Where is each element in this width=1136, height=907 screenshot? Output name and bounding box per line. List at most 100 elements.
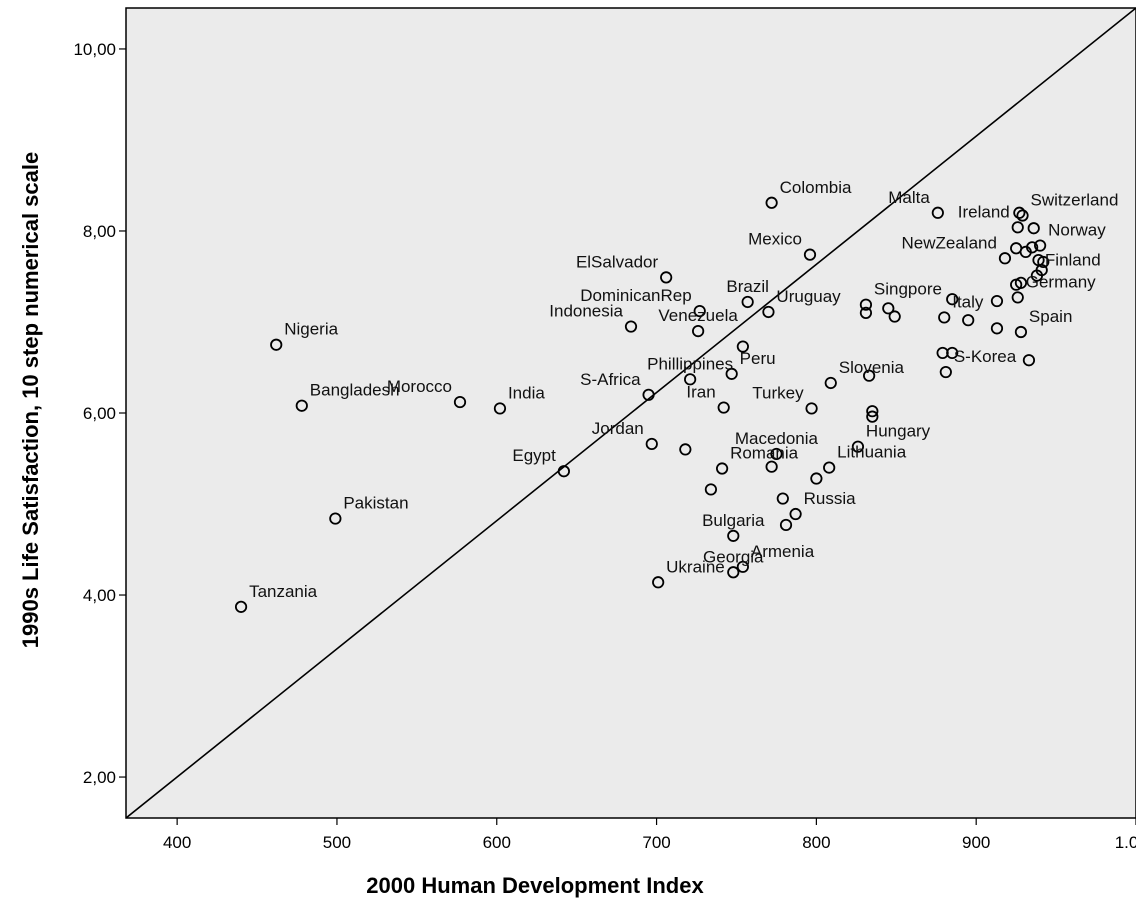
data-point (998, 252, 1012, 265)
data-point (962, 314, 975, 327)
data-point (859, 298, 873, 311)
data-point (762, 305, 775, 319)
point-label: Colombia (780, 178, 852, 197)
data-point (946, 293, 959, 306)
data-point (939, 365, 952, 379)
point-label: ElSalvador (576, 252, 659, 271)
point-label: Iran (686, 383, 715, 402)
data-point (727, 566, 740, 579)
point-label: Pakistan (343, 494, 408, 513)
point-label: Malta (888, 188, 930, 207)
data-point (715, 462, 729, 475)
data-point (453, 395, 467, 409)
data-point (736, 560, 749, 573)
data-point (642, 388, 655, 401)
data-point (823, 461, 836, 474)
y-tick-label: 2,00 (83, 768, 116, 787)
point-label: DominicanRep (580, 286, 692, 305)
point-label: Slovenia (839, 358, 905, 377)
y-tick-label: 4,00 (83, 586, 116, 605)
x-tick-label: 500 (323, 833, 351, 852)
data-point (1014, 325, 1028, 339)
data-point (1027, 222, 1040, 235)
data-point (234, 600, 248, 613)
point-label: Egypt (512, 446, 556, 465)
data-point (692, 324, 705, 338)
data-point (1037, 255, 1050, 269)
point-label: Singpore (874, 280, 942, 299)
data-point (1011, 221, 1024, 234)
y-tick-label: 6,00 (83, 404, 116, 423)
point-label: NewZealand (902, 233, 997, 252)
y-tick-label: 8,00 (83, 222, 116, 241)
data-point (765, 196, 778, 209)
data-point (990, 322, 1004, 335)
data-point (824, 376, 837, 390)
point-label: Georgia (703, 547, 764, 566)
point-label: Uruguay (776, 287, 841, 306)
data-point (866, 405, 879, 418)
data-point (1016, 209, 1029, 222)
x-tick-label: 800 (802, 833, 830, 852)
point-label: Italy (952, 292, 984, 311)
data-point (295, 399, 308, 412)
point-label: Indonesia (549, 302, 623, 321)
point-label: Lithuania (837, 443, 907, 462)
data-point (624, 320, 638, 333)
data-point (660, 271, 673, 284)
x-axis: 400 500 600 700 800 900 1.000 (163, 818, 1136, 852)
data-point (270, 338, 283, 351)
point-label: Brazil (726, 277, 769, 296)
point-label: Phillippines (647, 354, 733, 373)
point-label: Macedonia (735, 429, 819, 448)
data-point (557, 465, 570, 478)
data-point (684, 373, 697, 386)
point-label: Ukraine (666, 557, 725, 576)
data-point (888, 310, 901, 323)
data-point (652, 576, 665, 589)
point-label: Peru (740, 349, 776, 368)
x-tick-label: 700 (642, 833, 670, 852)
point-label: Nigeria (284, 320, 338, 339)
data-point (931, 206, 944, 219)
data-point (863, 369, 876, 382)
data-point (493, 402, 507, 415)
point-label: Germany (1026, 272, 1096, 291)
x-tick-label: 400 (163, 833, 191, 852)
data-point (725, 367, 738, 380)
data-point (645, 437, 658, 451)
data-point (741, 295, 754, 309)
data-point (810, 472, 823, 485)
point-label: Mexico (748, 230, 802, 249)
data-point (946, 346, 959, 360)
data-point (765, 460, 778, 473)
data-point (717, 401, 730, 414)
y-axis: 2,00 4,00 6,00 8,00 10,00 (73, 40, 126, 787)
point-label: Spain (1029, 307, 1072, 326)
data-point (990, 294, 1004, 308)
point-label: India (508, 383, 545, 402)
x-axis-title: 2000 Human Development Index (366, 873, 704, 898)
data-point (938, 311, 951, 324)
data-point (770, 447, 783, 461)
data-point (882, 302, 895, 315)
y-tick-label: 10,00 (73, 40, 116, 59)
point-label: Norway (1048, 221, 1106, 240)
data-point (805, 402, 818, 415)
data-point (1022, 354, 1036, 367)
data-point (693, 304, 706, 318)
point-label: Finland (1045, 251, 1101, 270)
data-point (1034, 239, 1047, 252)
data-point (679, 443, 692, 456)
data-point (1035, 264, 1048, 277)
point-label: Switzerland (1031, 191, 1119, 210)
x-tick-label: 600 (483, 833, 511, 852)
y-axis-title: 1990s Life Satisfaction, 10 step numeric… (18, 152, 43, 648)
data-point (859, 306, 873, 319)
point-label: Jordan (592, 419, 644, 438)
point-label: Bangladesh (310, 381, 400, 400)
data-point (1011, 291, 1024, 304)
data-point (1013, 206, 1026, 219)
point-label: S-Korea (954, 347, 1017, 366)
